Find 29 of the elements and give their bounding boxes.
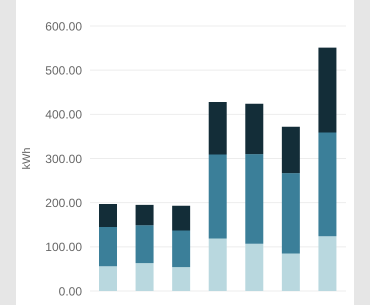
bar [208,102,227,155]
bar [172,206,190,230]
bar [208,238,227,291]
bar [318,236,336,291]
bar [172,267,190,291]
y-tick-label: 400.00 [45,108,82,122]
y-tick-label: 500.00 [45,63,82,78]
bar [99,204,117,227]
bar [282,126,300,174]
bar [99,226,117,266]
y-axis-title: kWh [20,148,33,170]
bar [245,104,264,154]
bar [136,263,154,291]
y-tick-label: 600.00 [45,19,82,34]
bar [245,154,264,244]
bar [208,154,227,238]
bar [245,244,264,291]
y-tick-label: 300.00 [45,152,82,166]
bar [318,132,336,236]
bar [282,173,300,254]
bar [318,48,336,132]
bar [136,204,154,226]
bar [282,253,300,291]
bar [172,230,190,268]
y-tick-label: 100.00 [45,240,82,254]
bar [99,266,117,291]
bar [136,225,154,264]
y-tick-label: 200.00 [45,196,82,210]
y-tick-label: 0.00 [58,284,82,298]
